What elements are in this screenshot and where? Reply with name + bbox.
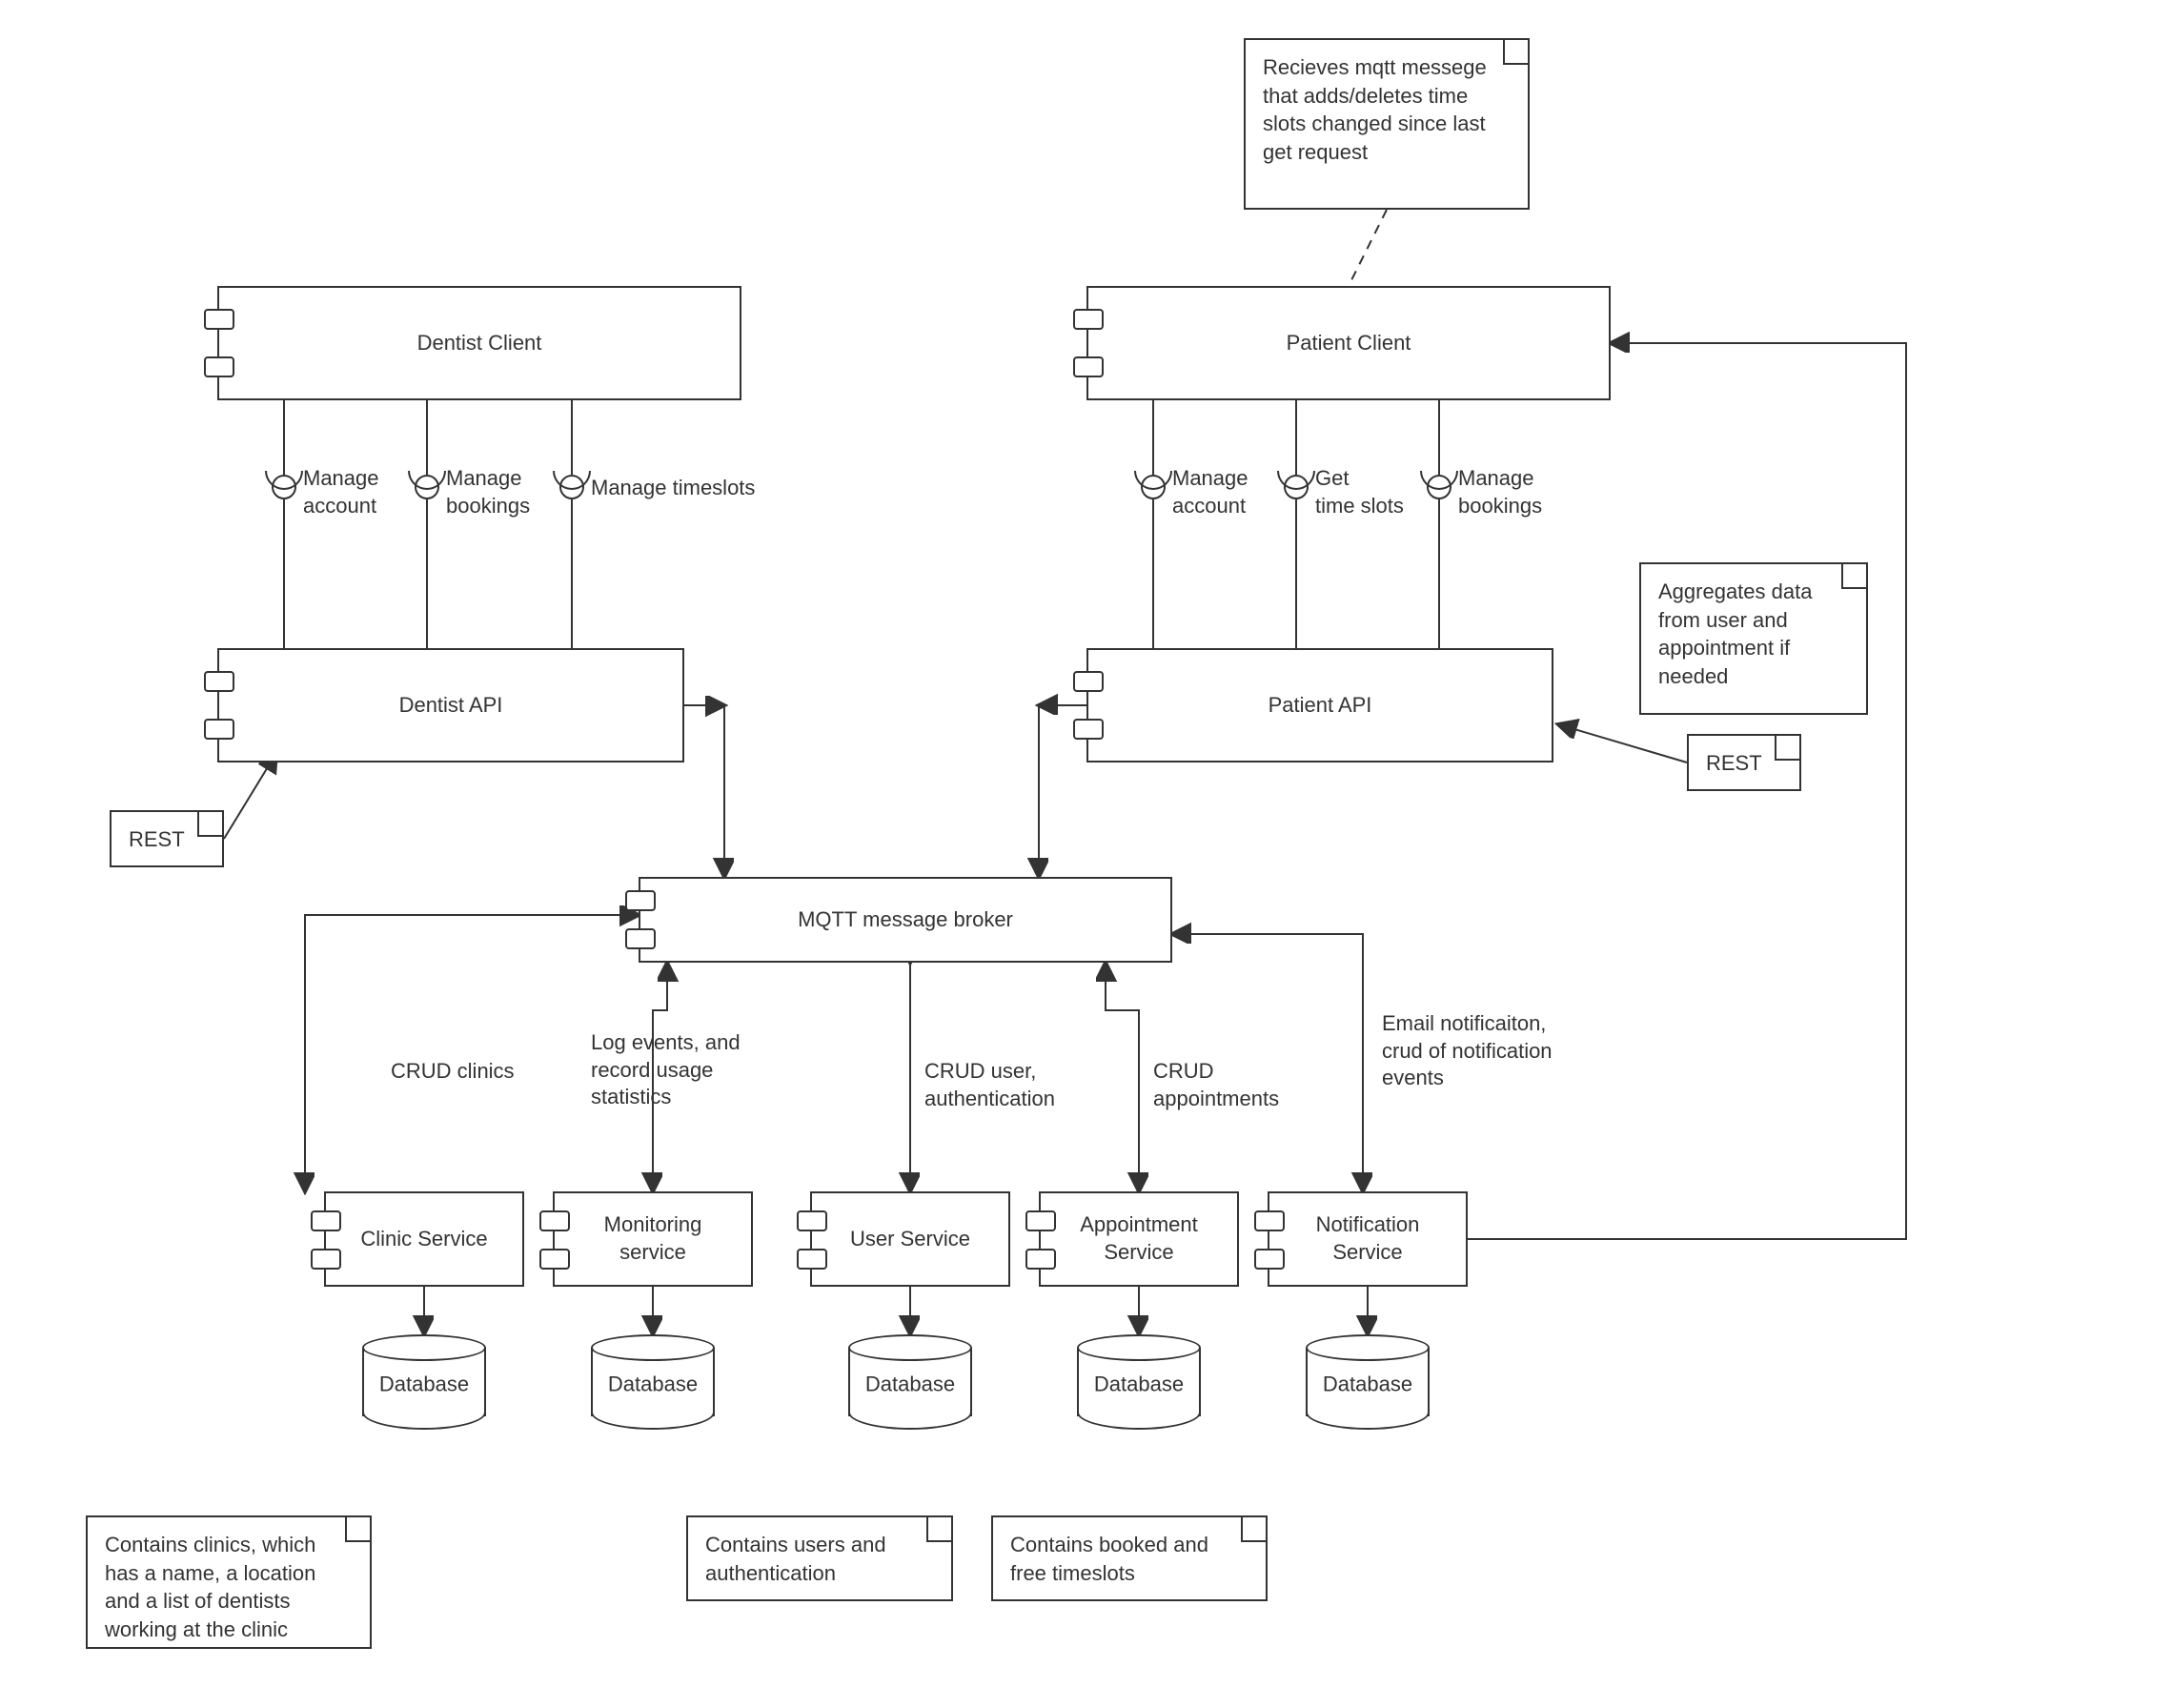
database-label: Database xyxy=(1306,1372,1430,1397)
database: Database xyxy=(1306,1334,1430,1430)
interface-label: Manageaccount xyxy=(1172,465,1287,519)
note-text: REST xyxy=(129,827,185,851)
component-patient-client: Patient Client xyxy=(1086,286,1611,400)
edge-label: Email notificaiton, crud of notification… xyxy=(1382,1010,1553,1092)
database-label: Database xyxy=(1077,1372,1201,1397)
note-clinics: Contains clinics, which has a name, a lo… xyxy=(86,1515,372,1649)
component-label: Monitoring service xyxy=(555,1211,751,1266)
edge-label: CRUD appointments xyxy=(1153,1058,1315,1112)
note-users: Contains users and authentication xyxy=(686,1515,953,1601)
database: Database xyxy=(1077,1334,1201,1430)
note-timeslots: Contains booked and free timeslots xyxy=(991,1515,1268,1601)
component-notification-service: Notification Service xyxy=(1268,1191,1468,1287)
note-text: Contains booked and free timeslots xyxy=(1010,1533,1208,1585)
component-mqtt-broker: MQTT message broker xyxy=(639,877,1172,963)
interface-label: Managebookings xyxy=(446,465,560,519)
component-monitoring-service: Monitoring service xyxy=(553,1191,753,1287)
diagram-canvas: Manageaccount Managebookings Manage time… xyxy=(0,0,2172,1708)
connector-layer xyxy=(0,0,2172,1708)
component-appointment-service: Appointment Service xyxy=(1039,1191,1239,1287)
component-label: Notification Service xyxy=(1269,1211,1466,1266)
note-text: REST xyxy=(1706,751,1762,775)
database: Database xyxy=(848,1334,972,1430)
note-rest-patient: REST xyxy=(1687,734,1801,791)
interface-label: Manage timeslots xyxy=(591,475,801,502)
component-dentist-api: Dentist API xyxy=(217,648,684,762)
note-text: Contains users and authentication xyxy=(705,1533,886,1585)
component-label: MQTT message broker xyxy=(769,906,1042,934)
interface-socket xyxy=(1134,471,1172,490)
interface-socket xyxy=(265,471,303,490)
note-mqtt: Recieves mqtt messege that adds/deletes … xyxy=(1244,38,1530,210)
component-clinic-service: Clinic Service xyxy=(324,1191,524,1287)
note-text: Aggregates data from user and appointmen… xyxy=(1658,580,1812,688)
component-label: Patient Client xyxy=(1258,330,1440,357)
interface-label: Managebookings xyxy=(1458,465,1573,519)
component-user-service: User Service xyxy=(810,1191,1010,1287)
note-rest-dentist: REST xyxy=(110,810,224,867)
component-patient-api: Patient API xyxy=(1086,648,1553,762)
note-text: Recieves mqtt messege that adds/deletes … xyxy=(1263,55,1487,164)
interface-label: Gettime slots xyxy=(1315,465,1430,519)
database: Database xyxy=(591,1334,715,1430)
note-aggregate: Aggregates data from user and appointmen… xyxy=(1639,562,1868,715)
component-label: Appointment Service xyxy=(1041,1211,1237,1266)
edge-label: CRUD clinics xyxy=(391,1058,515,1086)
edge-label: CRUD user, authentication xyxy=(924,1058,1096,1112)
database-label: Database xyxy=(848,1372,972,1397)
database-label: Database xyxy=(591,1372,715,1397)
edge-label: Log events, and record usage statistics xyxy=(591,1029,782,1111)
note-text: Contains clinics, which has a name, a lo… xyxy=(105,1533,315,1641)
database-label: Database xyxy=(362,1372,486,1397)
component-label: Dentist API xyxy=(371,692,532,720)
component-dentist-client: Dentist Client xyxy=(217,286,741,400)
interface-label: Manageaccount xyxy=(303,465,417,519)
database: Database xyxy=(362,1334,486,1430)
component-label: Clinic Service xyxy=(332,1226,516,1253)
component-label: Patient API xyxy=(1240,692,1401,720)
component-label: User Service xyxy=(822,1226,999,1253)
component-label: Dentist Client xyxy=(389,330,571,357)
